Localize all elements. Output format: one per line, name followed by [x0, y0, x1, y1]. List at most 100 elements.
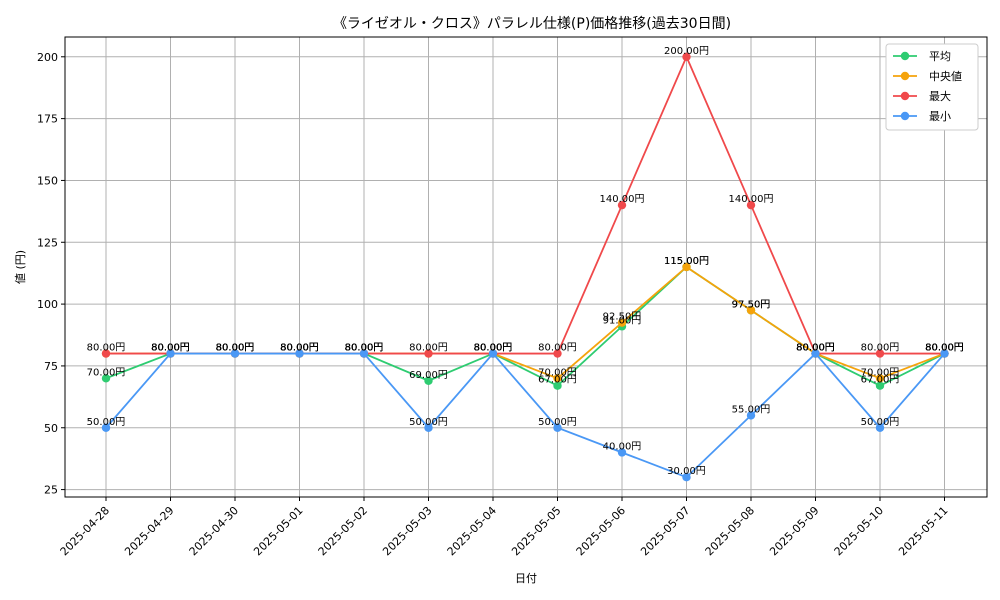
data-label: 69.00円 — [409, 370, 448, 381]
data-label: 50.00円 — [87, 417, 126, 428]
legend-entry: 中央値 — [929, 70, 962, 83]
grid — [65, 37, 987, 497]
y-tick-label: 25 — [44, 484, 58, 497]
legend-swatch-marker — [900, 71, 910, 81]
data-label: 80.00円 — [925, 343, 964, 354]
legend-swatch-marker — [900, 51, 910, 61]
legend-entry: 最大 — [929, 89, 951, 103]
x-tick-label: 2025-05-06 — [574, 504, 628, 558]
data-point — [553, 374, 562, 383]
data-label: 80.00円 — [796, 343, 835, 354]
data-label: 80.00円 — [216, 343, 255, 354]
data-label: 80.00円 — [151, 343, 190, 354]
y-tick-label: 125 — [37, 236, 58, 249]
data-label: 80.00円 — [216, 343, 255, 354]
data-point — [875, 381, 885, 390]
series-line-1 — [106, 265, 945, 380]
data-label: 80.00円 — [151, 343, 190, 354]
data-point — [101, 423, 111, 432]
data-label: 80.00円 — [87, 343, 126, 354]
data-point — [811, 349, 820, 358]
data-label: 80.00円 — [216, 343, 255, 354]
data-label: 80.00円 — [474, 343, 513, 354]
data-label: 80.00円 — [345, 343, 384, 354]
data-label: 80.00円 — [151, 343, 190, 354]
data-label: 80.00円 — [409, 343, 448, 354]
chart-title: 《ライゼオル・クロス》パラレル仕様(P)価格推移(過去30日間) — [333, 16, 731, 32]
data-point — [617, 200, 627, 210]
series-line-0 — [105, 265, 945, 387]
data-point — [553, 381, 562, 390]
y-tick-label: 50 — [44, 422, 58, 435]
legend-entry: 平均 — [929, 50, 951, 63]
data-point — [424, 376, 433, 385]
data-point — [424, 423, 433, 432]
data-label: 80.00円 — [474, 343, 513, 354]
data-label: 80.00円 — [796, 343, 835, 354]
data-point — [101, 374, 111, 383]
legend-box — [885, 43, 979, 131]
x-tick-label: 2025-05-08 — [703, 504, 757, 558]
x-tick-label: 2025-05-07 — [638, 504, 692, 558]
data-point — [682, 52, 691, 61]
data-point — [617, 318, 627, 327]
data-label: 91.00円 — [603, 315, 642, 326]
data-label: 30.00円 — [667, 466, 706, 477]
x-tick-label: 2025-05-11 — [896, 504, 950, 558]
data-point — [746, 411, 756, 420]
x-tick-label: 2025-04-29 — [122, 504, 176, 558]
data-label: 200.00円 — [664, 46, 709, 57]
y-tick-label: 150 — [37, 174, 58, 187]
data-label: 80.00円 — [538, 343, 577, 354]
x-tick-label: 2025-05-01 — [251, 504, 305, 558]
data-label: 80.00円 — [925, 343, 964, 354]
y-axis-label: 値 (円) — [14, 250, 27, 284]
data-label: 70.00円 — [861, 367, 900, 378]
data-label: 80.00円 — [345, 343, 384, 354]
data-label: 70.00円 — [538, 367, 577, 378]
data-label: 80.00円 — [345, 343, 384, 354]
data-label: 140.00円 — [600, 194, 645, 205]
data-point — [359, 349, 369, 358]
data-label: 80.00円 — [216, 343, 255, 354]
data-labels: 70.00円 80.00円 80.00円 80.00円 80.00円 69.00円 80.0… — [87, 46, 964, 477]
data-label: 80.00円 — [474, 343, 513, 354]
x-axis: 2025-04-28 2025-04-29 2025-04-30 2025-05-01… — [58, 497, 951, 558]
x-tick-label: 2025-04-28 — [58, 504, 112, 558]
data-point — [295, 349, 304, 358]
data-point — [940, 349, 949, 358]
x-axis-label: 日付 — [515, 572, 537, 585]
data-label: 97.50円 — [732, 299, 771, 310]
data-point — [101, 349, 111, 358]
data-label: 92.50円 — [603, 312, 642, 323]
data-label: 115.00円 — [664, 256, 709, 267]
data-label: 80.00円 — [925, 343, 964, 354]
data-label: 80.00円 — [280, 343, 319, 354]
legend-swatch-marker — [900, 91, 910, 101]
y-axis: 25 50 75 100 125 150 175 200 — [37, 51, 65, 497]
x-tick-label: 2025-05-09 — [767, 504, 821, 558]
x-tick-label: 2025-04-30 — [187, 504, 241, 558]
series-lines — [101, 52, 949, 482]
data-label: 140.00円 — [729, 194, 774, 205]
data-point — [875, 374, 885, 383]
legend-entry: 最小 — [929, 110, 951, 123]
x-tick-label: 2025-05-02 — [316, 504, 370, 558]
data-label: 97.50円 — [732, 299, 771, 310]
data-label: 80.00円 — [474, 343, 513, 354]
data-label: 70.00円 — [87, 367, 126, 378]
x-tick-label: 2025-05-05 — [509, 504, 563, 558]
series-line-2 — [106, 54, 945, 355]
data-label: 80.00円 — [925, 343, 964, 354]
data-label: 40.00円 — [603, 441, 642, 452]
x-tick-label: 2025-05-10 — [832, 504, 886, 558]
data-label: 80.00円 — [796, 343, 835, 354]
data-point — [553, 349, 562, 358]
data-point — [875, 349, 885, 358]
data-point — [424, 349, 433, 358]
y-tick-label: 200 — [37, 51, 58, 64]
x-tick-label: 2025-05-03 — [380, 504, 434, 558]
data-label: 80.00円 — [151, 343, 190, 354]
